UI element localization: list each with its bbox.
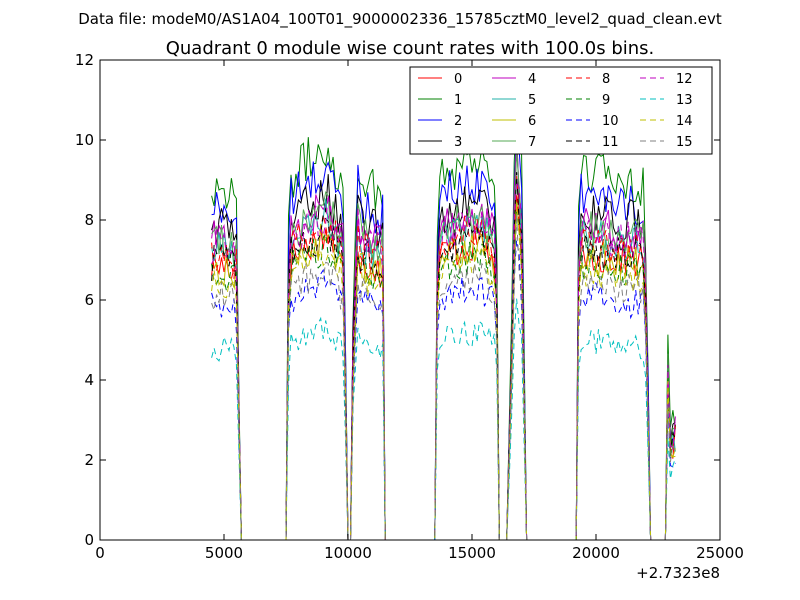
- y-tick-label: 4: [84, 371, 94, 389]
- data-file-suptitle: Data file: modeM0/AS1A04_100T01_90000023…: [78, 10, 722, 29]
- y-tick-label: 10: [75, 131, 94, 149]
- legend-label-11: 11: [602, 135, 619, 150]
- legend-label-12: 12: [676, 72, 693, 87]
- legend-label-8: 8: [602, 72, 610, 87]
- series-line-2: [211, 122, 676, 541]
- y-tick-label: 8: [84, 211, 94, 229]
- series-layer: [211, 106, 676, 541]
- x-tick-label: 10000: [324, 544, 372, 562]
- legend-label-4: 4: [528, 72, 536, 87]
- legend-label-6: 6: [528, 114, 536, 129]
- legend-label-3: 3: [454, 135, 462, 150]
- x-offset-label: +2.7323e8: [636, 564, 720, 582]
- series-line-14: [211, 203, 676, 541]
- legend-label-2: 2: [454, 114, 462, 129]
- x-tick-label: 25000: [696, 544, 744, 562]
- legend-label-0: 0: [454, 72, 462, 87]
- legend-label-15: 15: [676, 135, 693, 150]
- y-tick-label: 12: [75, 51, 94, 69]
- series-line-1: [211, 106, 676, 541]
- legend-label-1: 1: [454, 93, 462, 108]
- x-tick-label: 5000: [205, 544, 243, 562]
- legend-label-13: 13: [676, 93, 693, 108]
- x-tick-label: 20000: [572, 544, 620, 562]
- legend-label-9: 9: [602, 93, 610, 108]
- legend-label-14: 14: [676, 114, 693, 129]
- y-tick-label: 6: [84, 291, 94, 309]
- x-tick-label: 0: [95, 544, 105, 562]
- chart-title: Quadrant 0 module wise count rates with …: [166, 38, 655, 59]
- y-tick-label: 0: [84, 531, 94, 549]
- y-tick-label: 2: [84, 451, 94, 469]
- series-line-12: [211, 181, 676, 541]
- legend-label-10: 10: [602, 114, 619, 129]
- x-tick-label: 15000: [448, 544, 496, 562]
- legend-label-7: 7: [528, 135, 536, 150]
- legend-box: [409, 66, 713, 155]
- series-line-15: [211, 214, 676, 541]
- series-line-13: [211, 298, 676, 541]
- legend-label-5: 5: [528, 93, 536, 108]
